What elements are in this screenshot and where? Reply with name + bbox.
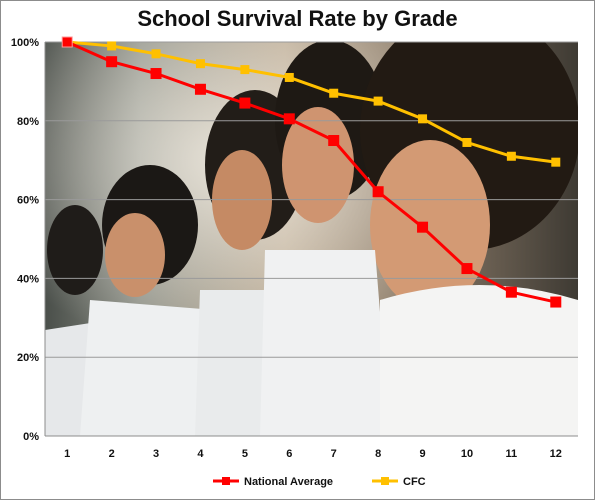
chart-title: School Survival Rate by Grade: [137, 6, 458, 31]
data-point-national-average: [106, 56, 118, 68]
legend-label: National Average: [244, 476, 333, 488]
x-axis-ticks: 1 2 3 4 5 6 7 8 9 10 11 12: [64, 448, 562, 460]
x-tick-label: 2: [109, 448, 115, 460]
data-point-national-average: [328, 135, 340, 146]
data-point-cfc: [373, 96, 383, 106]
data-point-cfc: [506, 151, 516, 161]
data-point-national-average: [372, 186, 384, 198]
data-point-national-average: [283, 113, 295, 125]
series-line-national-average: [66, 40, 557, 304]
data-point-cfc: [551, 157, 561, 167]
x-tick-label: 3: [153, 448, 159, 460]
y-tick-label: 20%: [17, 352, 39, 364]
series-line-cfc: [67, 40, 556, 164]
data-point-cfc: [284, 72, 294, 82]
x-tick-label: 8: [375, 448, 381, 460]
data-point-national-average: [461, 263, 473, 275]
data-point-national-average: [61, 36, 73, 48]
legend: National Average CFC: [213, 476, 426, 488]
x-tick-label: 1: [64, 448, 70, 460]
legend-label: CFC: [403, 476, 426, 488]
y-tick-label: 0%: [23, 431, 39, 443]
x-tick-label: 7: [331, 448, 337, 460]
legend-swatch-marker: [381, 477, 389, 485]
x-tick-label: 10: [461, 448, 473, 460]
data-point-national-average: [505, 286, 517, 298]
data-point-national-average: [417, 221, 429, 233]
data-point-cfc: [195, 59, 205, 69]
data-point-national-average: [239, 97, 251, 109]
y-axis-ticks: 0% 20% 40% 60% 80% 100%: [11, 37, 39, 443]
x-tick-label: 6: [286, 448, 292, 460]
data-point-cfc: [329, 88, 339, 98]
data-point-cfc: [151, 49, 161, 59]
y-tick-label: 80%: [17, 116, 39, 128]
x-tick-label: 4: [197, 448, 204, 460]
data-point-cfc: [462, 137, 472, 147]
background-photo: [45, 42, 578, 436]
series-group: [61, 36, 562, 308]
data-point-cfc: [240, 65, 250, 75]
y-tick-label: 100%: [11, 37, 39, 49]
data-point-national-average: [150, 68, 162, 80]
x-tick-label: 9: [419, 448, 425, 460]
x-tick-label: 5: [242, 448, 248, 460]
x-tick-label: 11: [506, 448, 518, 460]
data-point-cfc: [418, 114, 428, 124]
x-tick-label: 12: [550, 448, 562, 460]
gridlines: [45, 41, 578, 358]
y-tick-label: 60%: [17, 195, 39, 207]
data-point-cfc: [107, 41, 117, 51]
data-point-national-average: [194, 83, 206, 95]
data-point-national-average: [550, 296, 562, 308]
y-tick-label: 40%: [17, 273, 39, 285]
legend-swatch-marker: [222, 477, 230, 485]
